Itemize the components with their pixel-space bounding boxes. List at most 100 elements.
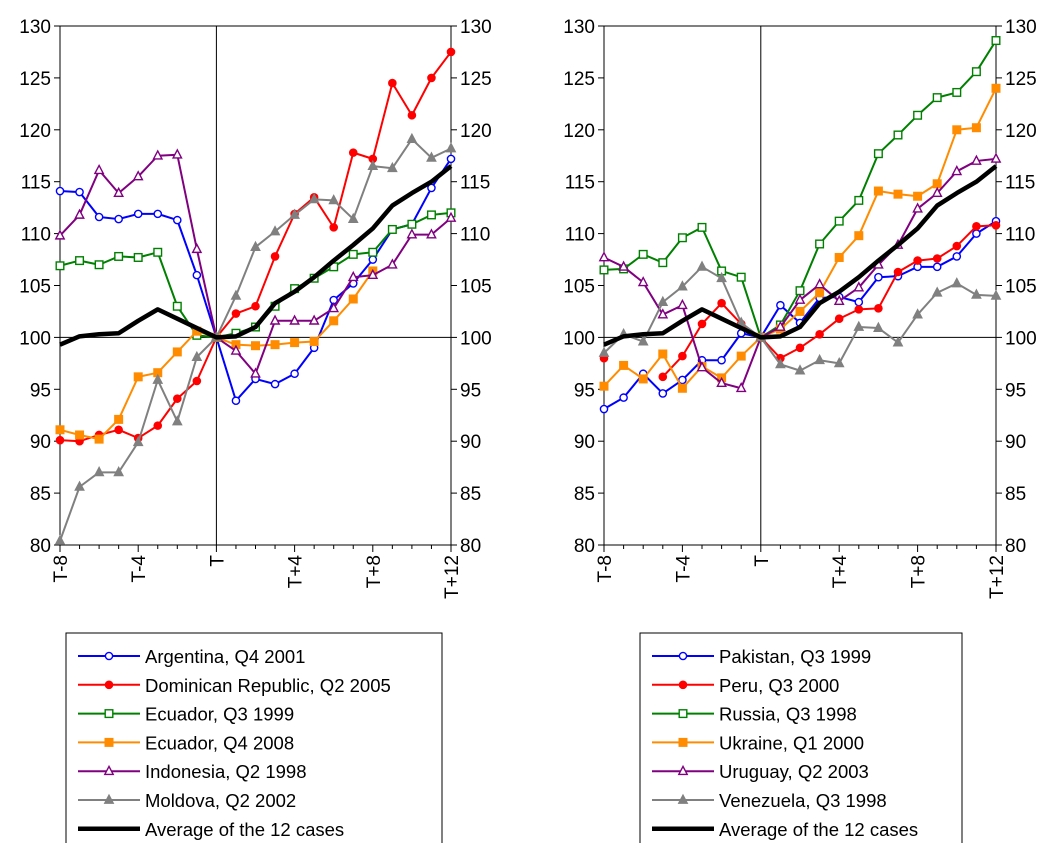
data-point: [716, 376, 727, 387]
series-line: [662, 224, 997, 378]
data-point: [426, 151, 437, 162]
series-7: [59, 164, 453, 347]
data-point: [677, 383, 687, 393]
series-3: [55, 208, 456, 342]
data-point: [775, 358, 786, 369]
data-point: [913, 191, 923, 201]
y-tick-label-left: 115: [565, 173, 595, 194]
legend-marker: [104, 651, 114, 661]
data-point: [289, 314, 300, 325]
y-tick-label-right: 100: [1005, 328, 1037, 349]
y-tick-label-right: 110: [1005, 225, 1035, 246]
data-point: [172, 301, 182, 311]
data-point: [132, 170, 144, 181]
legend-label: Pakistan, Q3 1999: [719, 646, 871, 667]
data-point: [637, 276, 649, 287]
data-point: [406, 228, 418, 239]
y-tick-label-left: 120: [563, 121, 595, 142]
y-tick-label-right: 125: [1005, 69, 1037, 90]
y-tick-label-left: 100: [19, 328, 51, 349]
data-point: [427, 183, 436, 193]
data-point: [990, 289, 1002, 300]
legend-marker: [677, 793, 689, 804]
series-4: [599, 83, 1001, 393]
data-point: [171, 148, 183, 159]
data-point: [735, 381, 747, 393]
data-point: [152, 373, 164, 384]
data-point: [853, 320, 865, 331]
data-point: [114, 251, 124, 261]
legend-label: Moldova, Q2 2002: [145, 790, 296, 811]
y-tick-label-right: 100: [460, 328, 492, 349]
series-6: [598, 260, 1002, 375]
y-tick-label-left: 130: [19, 17, 51, 38]
data-point: [113, 466, 125, 477]
data-point: [874, 304, 883, 313]
data-point: [677, 233, 687, 243]
series-5: [54, 148, 457, 378]
y-tick-label-left: 85: [574, 484, 595, 505]
legend-label: Uruguay, Q2 2003: [719, 761, 869, 782]
data-point: [971, 67, 981, 77]
data-point: [932, 93, 942, 103]
data-point: [990, 152, 1002, 163]
legend-marker: [104, 680, 114, 690]
data-point: [932, 262, 942, 272]
data-point: [952, 125, 962, 135]
y-tick-label-right: 110: [460, 225, 490, 246]
data-point: [677, 280, 688, 291]
legend-marker: [104, 709, 114, 719]
data-point: [386, 258, 398, 269]
data-point: [658, 372, 668, 382]
data-point: [815, 288, 825, 298]
data-point: [912, 308, 923, 319]
data-point: [638, 249, 648, 259]
data-point: [658, 258, 668, 268]
data-point: [75, 256, 85, 266]
data-point: [951, 165, 963, 176]
data-point: [348, 249, 358, 259]
data-point: [289, 208, 300, 219]
x-tick-label: T-4: [129, 555, 150, 583]
series-line: [603, 164, 998, 347]
data-point: [94, 434, 104, 444]
data-point: [893, 130, 903, 140]
data-point: [93, 466, 105, 477]
y-tick-label-right: 120: [1005, 121, 1037, 142]
data-point: [406, 132, 418, 144]
series-line: [59, 164, 453, 347]
data-point: [290, 338, 300, 348]
data-point: [54, 534, 66, 545]
data-point: [795, 286, 805, 296]
data-point: [172, 347, 182, 357]
data-point: [873, 321, 884, 332]
data-point: [153, 421, 163, 430]
data-point: [971, 123, 981, 133]
data-point: [191, 350, 203, 362]
legend-marker: [678, 680, 688, 690]
data-point: [445, 142, 457, 153]
x-tick-label: T: [207, 555, 228, 567]
data-point: [251, 301, 260, 311]
data-point: [833, 294, 845, 305]
data-point: [133, 252, 143, 262]
data-point: [618, 260, 629, 271]
data-point: [952, 241, 962, 251]
data-point: [94, 260, 104, 270]
data-point: [932, 179, 942, 189]
data-point: [427, 73, 436, 83]
data-point: [775, 320, 786, 331]
data-point: [776, 300, 785, 310]
data-point: [834, 252, 844, 262]
data-point: [854, 305, 864, 314]
data-point: [599, 381, 609, 391]
data-point: [795, 306, 805, 316]
y-tick-label-left: 120: [19, 121, 51, 142]
y-tick-label-right: 115: [460, 173, 490, 194]
data-point: [133, 372, 143, 382]
y-tick-label-right: 85: [1005, 484, 1026, 505]
y-tick-label-left: 100: [563, 328, 595, 349]
data-point: [114, 214, 123, 224]
data-point: [113, 186, 125, 198]
data-point: [270, 340, 280, 350]
